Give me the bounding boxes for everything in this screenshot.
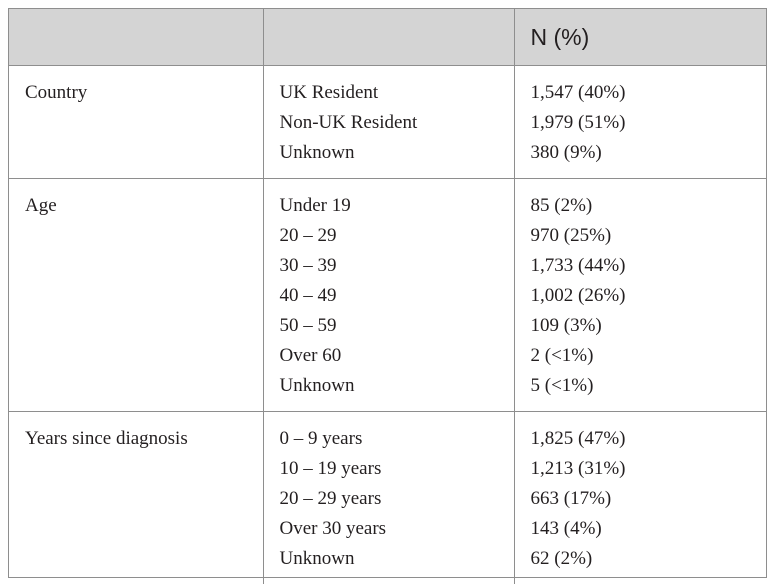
count-percent-value: 1,547 (40%) xyxy=(530,82,626,103)
category-label: UK Resident xyxy=(279,82,379,103)
table-body: Country UK Resident Non-UK Resident Unknown… xyxy=(9,65,766,584)
count-percent-value: 970 (25%) xyxy=(530,225,612,246)
section-label-cell: Years since diagnosis xyxy=(9,411,263,584)
category-label: Unknown xyxy=(279,548,355,569)
category-label: 0 – 9 years xyxy=(279,428,363,449)
count-percent-value: 663 (17%) xyxy=(530,488,612,509)
category-label: 10 – 19 years xyxy=(279,458,382,479)
data-table-container: N (%) Country UK Resident Non-UK Resident U… xyxy=(8,8,767,584)
section-label-cell: Age xyxy=(9,178,263,412)
header-cell-category xyxy=(262,9,514,66)
table-row: Years since diagnosis 0 – 9 years 10 – 19 … xyxy=(9,411,766,584)
header-cell-n-percent: N (%) xyxy=(513,9,766,66)
header-row: N (%) xyxy=(9,9,766,66)
count-percent-value: 1,002 (26%) xyxy=(530,285,626,306)
count-percent-value: 85 (2%) xyxy=(530,195,593,216)
category-label: 50 – 59 xyxy=(279,315,337,336)
count-percent-value: 62 (2%) xyxy=(530,548,593,569)
count-percent-value: 143 (4%) xyxy=(530,518,602,539)
section-label: Country xyxy=(25,82,88,103)
section-label: Years since diagnosis xyxy=(25,428,188,449)
count-percent-value: 2 (<1%) xyxy=(530,345,594,366)
header-cell-characteristic xyxy=(9,9,263,66)
category-label: Unknown xyxy=(279,375,355,396)
category-label: Unknown xyxy=(279,142,355,163)
value-cell: 85 (2%) 970 (25%) 1,733 (44%) 1,002 (26%) 10… xyxy=(513,178,766,412)
category-cell: 0 – 9 years 10 – 19 years 20 – 29 years Ove… xyxy=(262,411,514,584)
category-label: 40 – 49 xyxy=(279,285,337,306)
category-label: Non-UK Resident xyxy=(279,112,418,133)
count-percent-value: 1,825 (47%) xyxy=(530,428,626,449)
category-label: 20 – 29 years xyxy=(279,488,382,509)
section-label-cell: Country xyxy=(9,66,263,179)
category-cell: UK Resident Non-UK Resident Unknown xyxy=(262,65,514,179)
section-label: Age xyxy=(25,195,57,216)
table-header: N (%) xyxy=(9,9,766,66)
value-cell: 1,547 (40%) 1,979 (51%) 380 (9%) xyxy=(513,65,766,179)
category-label: Over 60 xyxy=(279,345,342,366)
count-percent-value: 1,213 (31%) xyxy=(530,458,626,479)
category-label: 20 – 29 xyxy=(279,225,337,246)
value-cell: 1,825 (47%) 1,213 (31%) 663 (17%) 143 (4%) 6… xyxy=(513,411,766,584)
count-percent-value: 1,979 (51%) xyxy=(530,112,626,133)
count-percent-value: 380 (9%) xyxy=(530,142,602,163)
count-percent-value: 1,733 (44%) xyxy=(530,255,626,276)
table-row: Age Under 19 20 – 29 30 – 39 40 – 49 50 – 59 O… xyxy=(9,178,766,412)
category-cell: Under 19 20 – 29 30 – 39 40 – 49 50 – 59 Over… xyxy=(262,178,514,412)
category-label: 30 – 39 xyxy=(279,255,337,276)
category-label: Under 19 xyxy=(279,195,351,216)
category-label: Over 30 years xyxy=(279,518,387,539)
table-row: Country UK Resident Non-UK Resident Unknown… xyxy=(9,65,766,179)
count-percent-value: 5 (<1%) xyxy=(530,375,594,396)
count-percent-value: 109 (3%) xyxy=(530,315,602,336)
demographics-table: N (%) Country UK Resident Non-UK Resident U… xyxy=(9,9,766,584)
